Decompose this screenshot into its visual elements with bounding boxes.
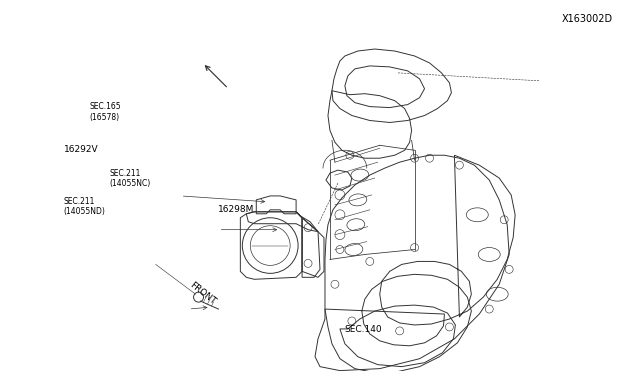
Text: SEC.211
(14055NC): SEC.211 (14055NC) <box>109 169 151 188</box>
Text: 16292V: 16292V <box>64 145 99 154</box>
Text: SEC.165
(16578): SEC.165 (16578) <box>90 102 121 122</box>
Text: SEC.211
(14055ND): SEC.211 (14055ND) <box>64 197 106 216</box>
Text: 16298M: 16298M <box>218 205 255 215</box>
Text: X163002D: X163002D <box>562 14 613 24</box>
Text: FRONT: FRONT <box>188 280 217 306</box>
Text: SEC.140: SEC.140 <box>344 325 382 334</box>
